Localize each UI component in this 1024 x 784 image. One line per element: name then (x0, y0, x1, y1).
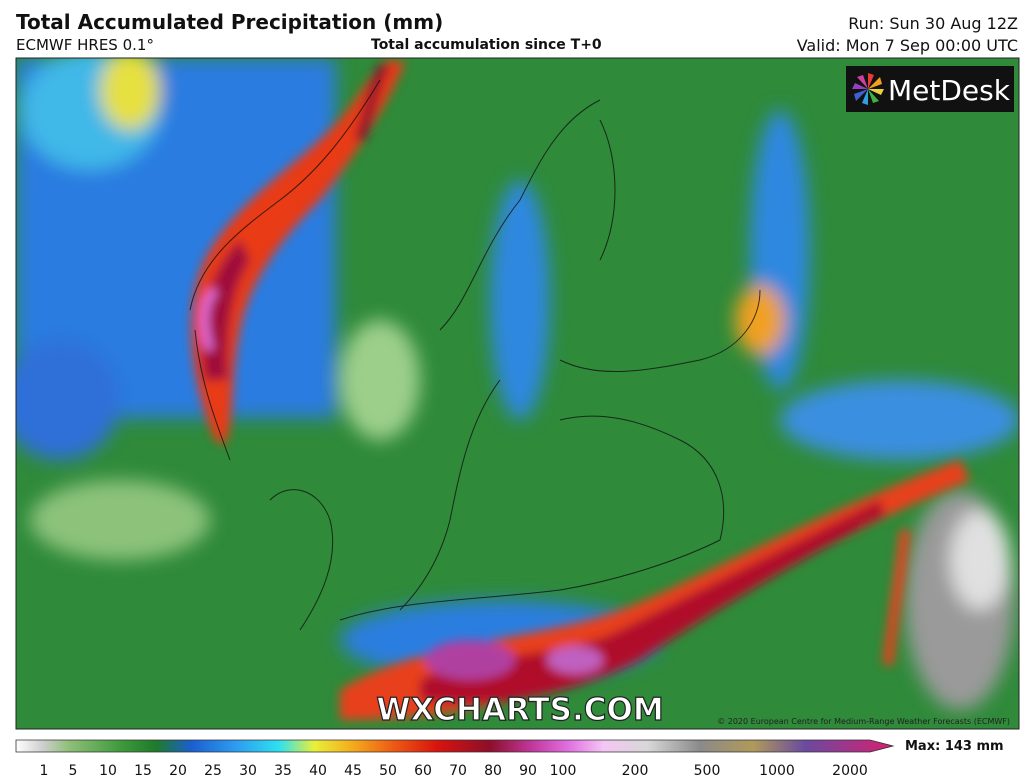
colorbar-label: 200 (622, 763, 649, 779)
colorbar-label: 45 (344, 763, 362, 779)
colorbar-label: 100 (550, 763, 577, 779)
title: Total Accumulated Precipitation (mm) (16, 10, 444, 34)
colorbar-label: 80 (484, 763, 502, 779)
subtitle: Total accumulation since T+0 (371, 37, 602, 53)
watermark: WXCHARTS.COM (376, 692, 663, 728)
colorbar-label: 500 (694, 763, 721, 779)
colorbar-label: 5 (69, 763, 78, 779)
colorbar-label: 50 (379, 763, 397, 779)
colorbar-label: 1 (40, 763, 49, 779)
colorbar-label: 10 (99, 763, 117, 779)
colorbar-label: 20 (169, 763, 187, 779)
colorbar-label: 30 (239, 763, 257, 779)
colorbar (15, 739, 895, 753)
colorbar-label: 1000 (759, 763, 795, 779)
valid: Valid: Mon 7 Sep 00:00 UTC (796, 36, 1018, 55)
copyright: © 2020 European Centre for Medium-Range … (717, 717, 1010, 726)
model: ECMWF HRES 0.1° (16, 36, 154, 54)
max-label: Max: 143 mm (905, 739, 1004, 754)
logo: MetDesk (888, 74, 1011, 107)
colorbar-label: 15 (134, 763, 152, 779)
logo-icon (852, 73, 884, 105)
run: Run: Sun 30 Aug 12Z (848, 14, 1018, 33)
colorbar-label: 2000 (832, 763, 868, 779)
map: MetDesk WXCHARTS.COM © 2020 European Cen… (16, 58, 1019, 729)
colorbar-label: 40 (309, 763, 327, 779)
colorbar-label: 70 (449, 763, 467, 779)
colorbar-label: 25 (204, 763, 222, 779)
colorbar-label: 35 (274, 763, 292, 779)
colorbar-label: 90 (519, 763, 537, 779)
colorbar-label: 60 (414, 763, 432, 779)
